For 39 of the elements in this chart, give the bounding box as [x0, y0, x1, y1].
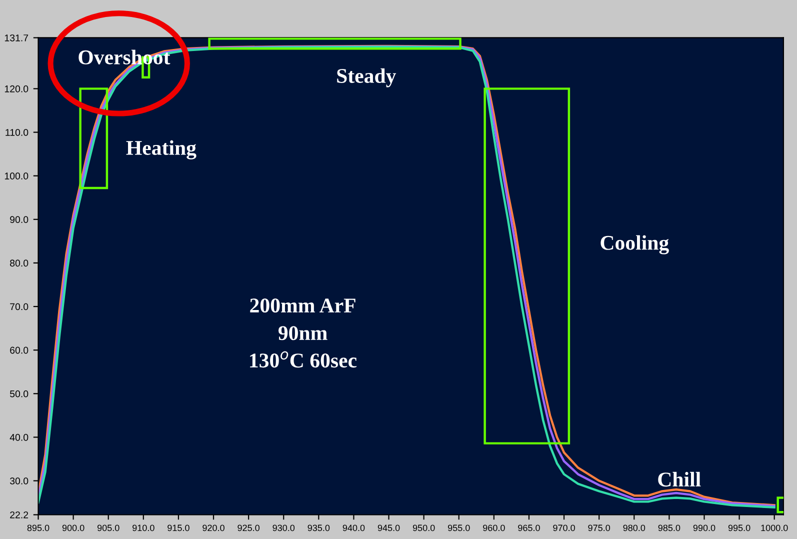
- x-tick-label: 940.0: [342, 524, 365, 532]
- y-tick-label: 40.0: [10, 434, 28, 441]
- annotation: Heating: [126, 140, 196, 160]
- x-tick-label: 1000.0: [761, 524, 788, 532]
- x-tick-label: 990.0: [693, 524, 716, 532]
- y-tick-label: 60.0: [10, 346, 28, 354]
- x-tick-label: 950.0: [412, 524, 435, 532]
- x-tick-label: 975.0: [588, 524, 610, 532]
- x-tick-label: 895.0: [27, 524, 50, 532]
- x-tick-label: 970.0: [553, 524, 575, 532]
- x-tick-label: 905.0: [97, 524, 120, 532]
- x-tick-label: 920.0: [202, 524, 224, 532]
- y-tick-label: 50.0: [10, 390, 28, 398]
- x-tick-label: 955.0: [448, 524, 470, 532]
- annotation: Steady: [337, 68, 396, 88]
- y-tick-label: 30.0: [10, 478, 28, 484]
- annotation: 200mm ArF 90nm 130$^{o}$C 60sec: [250, 298, 357, 368]
- y-tick-label: 100.0: [4, 172, 28, 180]
- y-tick-label: 90.0: [10, 216, 28, 224]
- y-tick-label: 80.0: [10, 260, 28, 267]
- y-tick-label: 131.7: [4, 34, 28, 42]
- y-tick-label: 70.0: [10, 303, 28, 310]
- y-tick-label: 120.0: [4, 85, 28, 92]
- x-tick-label: 915.0: [168, 524, 190, 532]
- y-tick-label: 110.0: [6, 128, 28, 136]
- annotation: Cooling: [600, 235, 669, 254]
- x-tick-label: 925.0: [238, 524, 260, 532]
- x-tick-label: 980.0: [623, 524, 646, 532]
- x-tick-label: 995.0: [728, 524, 750, 532]
- x-tick-label: 930.0: [272, 524, 295, 532]
- x-tick-label: 985.0: [658, 524, 680, 532]
- x-tick-label: 960.0: [483, 524, 505, 532]
- x-tick-label: 965.0: [518, 524, 540, 532]
- annotation: Chill: [658, 472, 701, 487]
- x-tick-label: 910.0: [132, 524, 154, 532]
- y-tick-label: 22.2: [10, 511, 28, 518]
- x-tick-label: 945.0: [378, 524, 400, 532]
- x-tick-label: 935.0: [308, 524, 330, 532]
- x-tick-label: 900.0: [62, 524, 84, 532]
